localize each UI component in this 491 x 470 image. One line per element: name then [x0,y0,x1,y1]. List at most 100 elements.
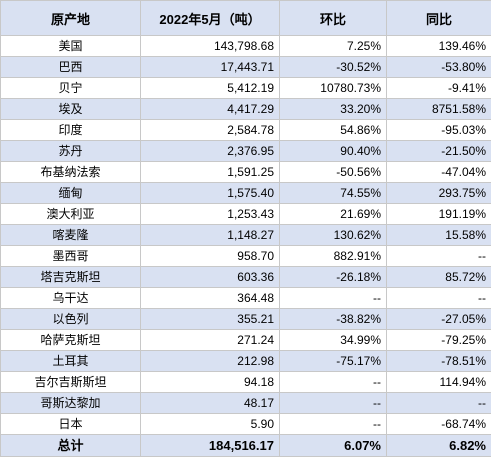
yoy-cell: -78.51% [386,350,491,372]
table-row: 哥斯达黎加 48.17 -- -- [0,392,491,414]
table-row: 巴西 17,443.71 -30.52% -53.80% [0,56,491,78]
table-row: 吉尔吉斯斯坦 94.18 -- 114.94% [0,371,491,393]
country-cell: 以色列 [0,308,141,330]
table-row: 布基纳法索 1,591.25 -50.56% -47.04% [0,161,491,183]
tonnage-cell: 1,575.40 [140,182,280,204]
table-row: 缅甸 1,575.40 74.55% 293.75% [0,182,491,204]
country-cell: 土耳其 [0,350,141,372]
tonnage-cell: 94.18 [140,371,280,393]
country-cell: 美国 [0,35,141,57]
mom-cell: 74.55% [279,182,387,204]
tonnage-cell: 603.36 [140,266,280,288]
tonnage-cell: 212.98 [140,350,280,372]
country-cell: 乌干达 [0,287,141,309]
country-cell: 喀麦隆 [0,224,141,246]
mom-cell: 21.69% [279,203,387,225]
table-row: 土耳其 212.98 -75.17% -78.51% [0,350,491,372]
yoy-cell: 85.72% [386,266,491,288]
tonnage-cell: 958.70 [140,245,280,267]
tonnage-cell: 4,417.29 [140,98,280,120]
tonnage-cell: 1,591.25 [140,161,280,183]
tonnage-cell: 143,798.68 [140,35,280,57]
tonnage-cell: 5,412.19 [140,77,280,99]
mom-cell: 33.20% [279,98,387,120]
tonnage-cell: 364.48 [140,287,280,309]
table-row: 墨西哥 958.70 882.91% -- [0,245,491,267]
yoy-cell: 139.46% [386,35,491,57]
mom-cell: -- [279,371,387,393]
country-cell: 墨西哥 [0,245,141,267]
table-row: 印度 2,584.78 54.86% -95.03% [0,119,491,141]
tonnage-cell: 271.24 [140,329,280,351]
yoy-cell: -- [386,287,491,309]
table-row: 哈萨克斯坦 271.24 34.99% -79.25% [0,329,491,351]
yoy-cell: -68.74% [386,413,491,435]
country-cell: 日本 [0,413,141,435]
country-cell: 哥斯达黎加 [0,392,141,414]
table-row: 澳大利亚 1,253.43 21.69% 191.19% [0,203,491,225]
yoy-cell: 15.58% [386,224,491,246]
table-row: 美国 143,798.68 7.25% 139.46% [0,35,491,57]
mom-cell: -- [279,392,387,414]
table-row: 喀麦隆 1,148.27 130.62% 15.58% [0,224,491,246]
country-cell: 埃及 [0,98,141,120]
tonnage-cell: 1,148.27 [140,224,280,246]
yoy-cell: 114.94% [386,371,491,393]
table-row: 埃及 4,417.29 33.20% 8751.58% [0,98,491,120]
mom-cell: 882.91% [279,245,387,267]
total-label: 总计 [0,434,141,457]
tonnage-cell: 2,376.95 [140,140,280,162]
country-cell: 澳大利亚 [0,203,141,225]
yoy-cell: -47.04% [386,161,491,183]
yoy-cell: -27.05% [386,308,491,330]
mom-cell: -38.82% [279,308,387,330]
country-cell: 布基纳法索 [0,161,141,183]
mom-cell: -- [279,287,387,309]
mom-cell: 130.62% [279,224,387,246]
table-row: 苏丹 2,376.95 90.40% -21.50% [0,140,491,162]
yoy-cell: -- [386,392,491,414]
country-cell: 苏丹 [0,140,141,162]
header-origin: 原产地 [0,0,141,36]
yoy-cell: -- [386,245,491,267]
country-cell: 塔吉克斯坦 [0,266,141,288]
header-tonnage: 2022年5月（吨） [140,0,280,36]
tonnage-cell: 1,253.43 [140,203,280,225]
table-row: 乌干达 364.48 -- -- [0,287,491,309]
mom-cell: -30.52% [279,56,387,78]
mom-cell: -75.17% [279,350,387,372]
table-body: 美国 143,798.68 7.25% 139.46% 巴西 17,443.71 -30.5… [0,35,491,457]
country-cell: 巴西 [0,56,141,78]
table-header: 原产地 2022年5月（吨） 环比 同比 [0,0,491,36]
mom-cell: -26.18% [279,266,387,288]
tonnage-cell: 355.21 [140,308,280,330]
mom-cell: 7.25% [279,35,387,57]
mom-cell: -- [279,413,387,435]
mom-cell: 54.86% [279,119,387,141]
yoy-cell: -79.25% [386,329,491,351]
yoy-cell: -21.50% [386,140,491,162]
yoy-cell: 8751.58% [386,98,491,120]
import-data-table: 原产地 2022年5月（吨） 环比 同比 美国 143,798.68 7.25% 13… [0,0,491,457]
mom-cell: -50.56% [279,161,387,183]
mom-cell: 90.40% [279,140,387,162]
country-cell: 吉尔吉斯斯坦 [0,371,141,393]
total-mom: 6.07% [279,434,387,457]
yoy-cell: 293.75% [386,182,491,204]
table-row: 塔吉克斯坦 603.36 -26.18% 85.72% [0,266,491,288]
mom-cell: 34.99% [279,329,387,351]
country-cell: 哈萨克斯坦 [0,329,141,351]
country-cell: 缅甸 [0,182,141,204]
total-tonnage: 184,516.17 [140,434,280,457]
total-row: 总计 184,516.17 6.07% 6.82% [0,434,491,457]
table-row: 贝宁 5,412.19 10780.73% -9.41% [0,77,491,99]
yoy-cell: -53.80% [386,56,491,78]
country-cell: 印度 [0,119,141,141]
header-row: 原产地 2022年5月（吨） 环比 同比 [0,0,491,36]
table-row: 以色列 355.21 -38.82% -27.05% [0,308,491,330]
tonnage-cell: 17,443.71 [140,56,280,78]
mom-cell: 10780.73% [279,77,387,99]
tonnage-cell: 2,584.78 [140,119,280,141]
yoy-cell: 191.19% [386,203,491,225]
